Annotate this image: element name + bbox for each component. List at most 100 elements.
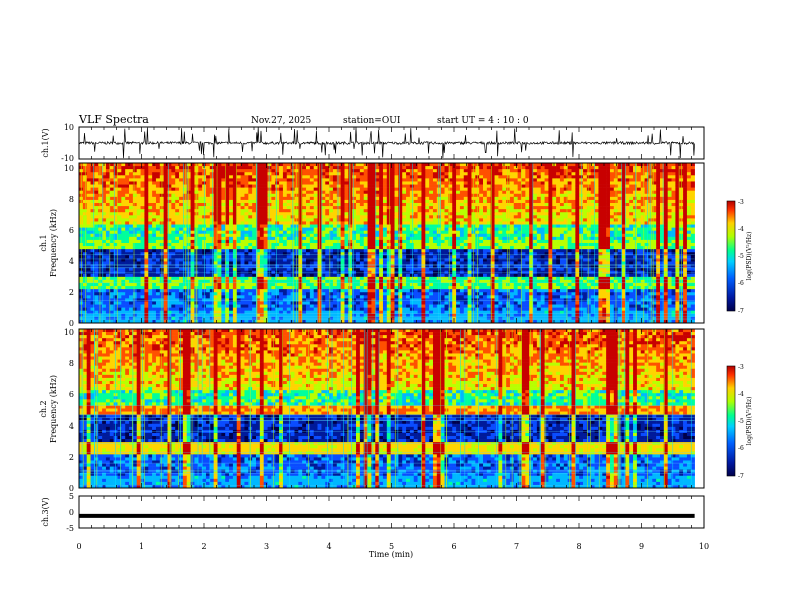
spec-cell xyxy=(356,225,360,228)
spec-cell xyxy=(310,221,314,224)
spec-cell xyxy=(410,169,414,172)
spec-cell xyxy=(271,172,275,175)
spec-cell xyxy=(337,243,341,246)
spec-cell xyxy=(194,185,198,188)
spec-cell xyxy=(506,191,510,194)
spec-cell xyxy=(564,252,568,255)
spec-cell xyxy=(410,234,414,237)
spec-cell xyxy=(110,178,114,181)
spec-cell xyxy=(283,240,287,243)
spec-cell xyxy=(548,234,552,237)
spec-cell xyxy=(144,212,148,215)
spec-cell xyxy=(117,249,121,252)
spec-cell xyxy=(421,203,425,206)
spec-cell xyxy=(268,166,272,169)
spec-cell xyxy=(314,252,318,255)
spec-cell xyxy=(344,240,348,243)
spec-cell xyxy=(129,218,133,221)
spec-cell xyxy=(156,194,160,197)
spec-cell xyxy=(410,172,414,175)
spec-cell xyxy=(602,206,606,209)
spec-cell xyxy=(191,185,195,188)
spec-cell xyxy=(152,169,156,172)
spec-cell xyxy=(164,175,168,178)
spec-cell xyxy=(402,188,406,191)
spec-cell xyxy=(502,249,506,252)
spec-cell xyxy=(456,243,460,246)
spec-cell xyxy=(91,215,95,218)
spec-cell xyxy=(337,234,341,237)
spec-cell xyxy=(237,237,241,240)
spec-cell xyxy=(418,221,422,224)
spec-cell xyxy=(87,169,91,172)
spec-cell xyxy=(583,252,587,255)
spec-cell xyxy=(98,237,102,240)
spec-cell xyxy=(260,231,264,234)
spec-cell xyxy=(106,249,110,252)
spec-cell xyxy=(429,172,433,175)
spec-cell xyxy=(525,237,529,240)
spec-cell xyxy=(175,228,179,231)
spec-cell xyxy=(148,206,152,209)
spec-cell xyxy=(175,255,179,258)
spec-cell xyxy=(598,181,602,184)
spec-cell xyxy=(421,172,425,175)
spec-cell xyxy=(456,181,460,184)
spec-cell xyxy=(241,228,245,231)
spec-cell xyxy=(110,231,114,234)
spec-cell xyxy=(672,243,676,246)
spec-cell xyxy=(306,237,310,240)
spec-cell xyxy=(414,234,418,237)
spec-cell xyxy=(629,221,633,224)
spec-cell xyxy=(94,243,98,246)
spec-cell xyxy=(498,209,502,212)
spec-cell xyxy=(525,188,529,191)
spec-cell xyxy=(587,191,591,194)
spec-cell xyxy=(268,200,272,203)
spec-cell xyxy=(464,203,468,206)
spec-cell xyxy=(606,215,610,218)
spec-cell xyxy=(137,234,141,237)
spec-cell xyxy=(410,175,414,178)
spec-cell xyxy=(218,234,222,237)
spec-cell xyxy=(341,228,345,231)
spec-cell xyxy=(606,166,610,169)
spec-cell xyxy=(125,181,129,184)
spec-cell xyxy=(591,197,595,200)
spec-cell xyxy=(514,228,518,231)
spec-cell xyxy=(533,197,537,200)
spec-cell xyxy=(398,240,402,243)
spec-cell xyxy=(541,203,545,206)
spec-cell xyxy=(548,243,552,246)
spec-cell xyxy=(171,243,175,246)
spec-cell xyxy=(275,228,279,231)
spec-cell xyxy=(445,175,449,178)
spec-cell xyxy=(687,175,691,178)
spec-cell xyxy=(241,191,245,194)
spec-cell xyxy=(275,188,279,191)
spec-cell xyxy=(129,237,133,240)
spec-cell xyxy=(583,203,587,206)
spec-cell xyxy=(237,255,241,258)
spec-cell xyxy=(148,255,152,258)
spec-cell xyxy=(602,191,606,194)
spec-cell xyxy=(672,231,676,234)
spec-cell xyxy=(525,191,529,194)
spec-cell xyxy=(356,221,360,224)
spec-cell xyxy=(637,185,641,188)
spec-cell xyxy=(556,249,560,252)
spec-cell xyxy=(683,215,687,218)
spec-cell xyxy=(568,181,572,184)
spec-cell xyxy=(364,185,368,188)
spec-cell xyxy=(495,169,499,172)
spec-cell xyxy=(537,243,541,246)
spec-cell xyxy=(352,191,356,194)
spec-cell xyxy=(495,231,499,234)
spec-cell xyxy=(468,209,472,212)
spec-cell xyxy=(533,194,537,197)
spec-cell xyxy=(383,237,387,240)
spec-cell xyxy=(368,228,372,231)
spec-cell xyxy=(406,212,410,215)
spec-cell xyxy=(271,215,275,218)
spec-cell xyxy=(479,200,483,203)
